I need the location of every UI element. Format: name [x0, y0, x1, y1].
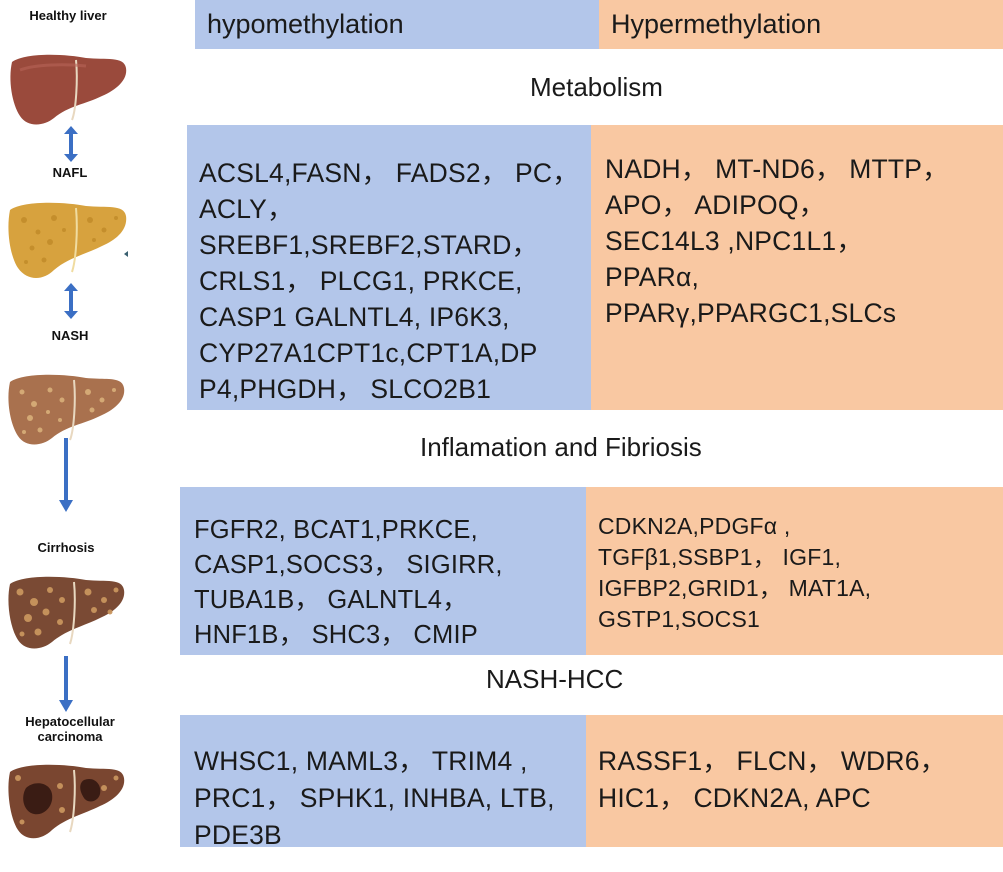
inflammation-hypo-genes: FGFR2, BCAT1,PRKCE, CASP1,SOCS3， SIGIRR,…	[194, 516, 503, 649]
nafl-liver-image	[8, 202, 128, 278]
hcc-hyper-box: RASSF1， FLCN， WDR6， HIC1， CDKN2A, APC	[586, 715, 1003, 847]
stage-label-nafl: NAFL	[52, 165, 88, 180]
stage-label-hcc-line2: carcinoma	[37, 729, 103, 744]
hcc-hypo-genes: WHSC1, MAML3， TRIM4 , PRC1， SPHK1, INHBA…	[194, 746, 555, 850]
down-arrow-icon	[59, 438, 73, 512]
section-title-nash-hcc: NASH-HCC	[486, 664, 624, 694]
healthy-liver-image	[10, 54, 127, 125]
stage-label-nash: NASH	[51, 328, 89, 343]
nash-liver-image	[8, 374, 125, 445]
metabolism-hypo-genes: ACSL4,FASN， FADS2， PC， ACLY， SREBF1,SREB…	[199, 158, 579, 404]
stage-label-hcc: Hepatocellular carcinoma	[10, 714, 130, 744]
double-arrow-icon	[64, 126, 78, 162]
hypermethylation-header: Hypermethylation	[599, 0, 1003, 49]
section-title-metabolism: Metabolism	[530, 72, 663, 102]
inflammation-hypo-box: FGFR2, BCAT1,PRKCE, CASP1,SOCS3， SIGIRR,…	[180, 487, 586, 655]
inflammation-hyper-genes: CDKN2A,PDGFα , TGFβ1,SSBP1， IGF1, IGFBP2…	[598, 513, 872, 632]
hcc-hyper-genes: RASSF1， FLCN， WDR6， HIC1， CDKN2A, APC	[598, 746, 947, 813]
stage-label-cirrhosis: Cirrhosis	[37, 540, 95, 555]
hcc-hypo-box: WHSC1, MAML3， TRIM4 , PRC1， SPHK1, INHBA…	[180, 715, 586, 850]
stage-label-hcc-line1: Hepatocellular	[25, 714, 115, 729]
metabolism-hyper-box: NADH， MT-ND6， MTTP， APO， ADIPOQ， SEC14L3…	[591, 125, 1003, 410]
hcc-liver-image	[8, 764, 125, 839]
cirrhosis-liver-image	[8, 576, 125, 649]
stage-label-healthy: Healthy liver	[29, 8, 107, 23]
inflammation-hyper-box: CDKN2A,PDGFα , TGFβ1,SSBP1， IGF1, IGFBP2…	[586, 487, 1003, 655]
section-title-inflammation: Inflamation and Fibriosis	[420, 432, 702, 462]
metabolism-hyper-genes: NADH， MT-ND6， MTTP， APO， ADIPOQ， SEC14L3…	[605, 154, 949, 328]
double-arrow-icon	[64, 283, 78, 319]
metabolism-hypo-box: ACSL4,FASN， FADS2， PC， ACLY， SREBF1,SREB…	[187, 125, 596, 410]
hypomethylation-header: hypomethylation	[195, 0, 599, 49]
down-arrow-icon	[59, 656, 73, 712]
